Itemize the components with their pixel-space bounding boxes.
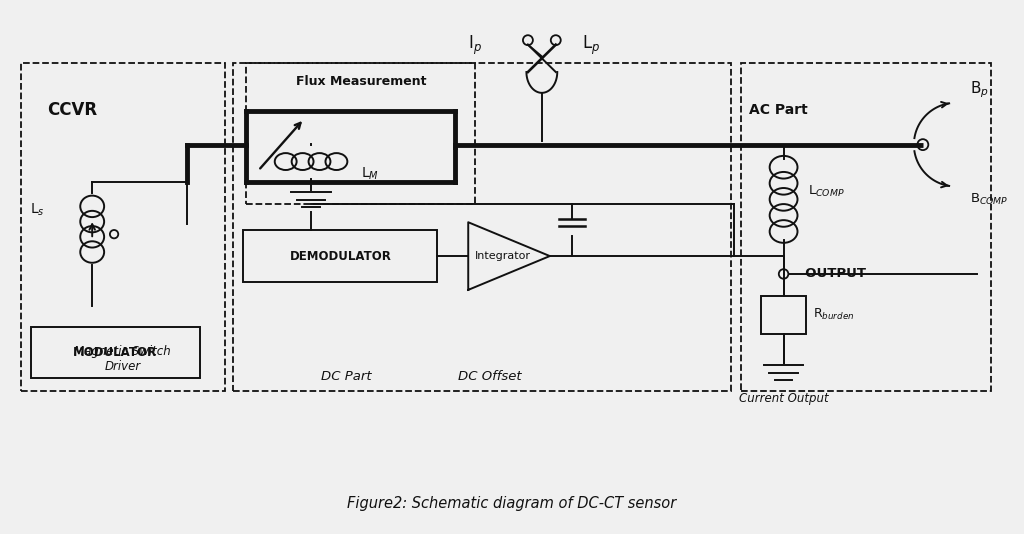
Bar <box>31 327 200 379</box>
Bar <box>247 63 475 205</box>
Text: Flux Measurement: Flux Measurement <box>296 75 426 88</box>
Text: I$_p$: I$_p$ <box>468 34 482 57</box>
Text: L$_{COMP}$: L$_{COMP}$ <box>809 184 845 199</box>
Bar <box>761 296 807 334</box>
Text: R$_{burden}$: R$_{burden}$ <box>813 307 855 323</box>
Text: L$_M$: L$_M$ <box>360 166 379 182</box>
Text: MODULATOR: MODULATOR <box>73 346 157 359</box>
Text: DEMODULATOR: DEMODULATOR <box>290 249 391 263</box>
Text: Integrator: Integrator <box>474 251 530 261</box>
Text: OUTPUT: OUTPUT <box>796 268 865 280</box>
Text: AC Part: AC Part <box>750 103 808 117</box>
Text: Figure2: Schematic diagram of DC-CT sensor: Figure2: Schematic diagram of DC-CT sens… <box>347 496 677 511</box>
Text: B$_p$: B$_p$ <box>970 80 988 100</box>
Text: DC Part: DC Part <box>321 370 371 383</box>
Text: L$_p$: L$_p$ <box>582 34 600 57</box>
Bar <box>20 63 224 391</box>
Text: CCVR: CCVR <box>47 101 97 119</box>
Text: Current Output: Current Output <box>738 392 828 405</box>
Text: Magnetic Switch
Driver: Magnetic Switch Driver <box>74 345 171 373</box>
Text: L$_s$: L$_s$ <box>30 201 44 217</box>
Bar <box>244 230 437 282</box>
Text: B$_{COMP}$: B$_{COMP}$ <box>970 192 1009 207</box>
Bar <box>233 63 731 391</box>
Bar <box>740 63 991 391</box>
Text: DC Offset: DC Offset <box>459 370 522 383</box>
